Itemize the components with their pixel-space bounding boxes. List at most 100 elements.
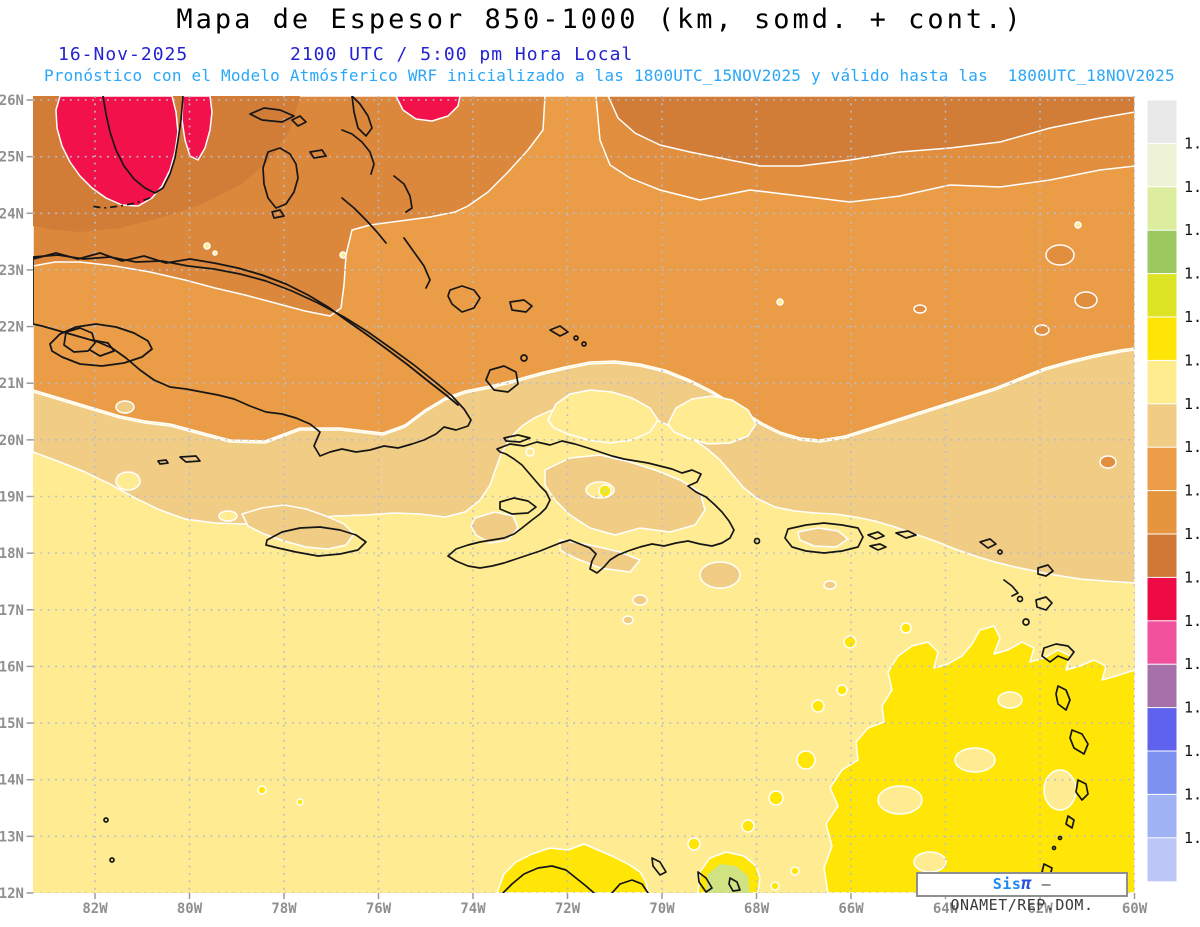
colorbar: 1.446 1.44 1.434 1.428 1.422 1.416 1.41 1.404 1.…: [1146, 99, 1200, 883]
lon-label: 66W: [838, 901, 864, 917]
valid-date: 16-Nov-2025: [58, 44, 189, 65]
fill-orange-spots-east: [913, 244, 1117, 469]
colorbar-segment: [1146, 142, 1178, 188]
colorbar-segment: [1146, 186, 1178, 232]
colorbar-label: 1.386: [1184, 568, 1200, 586]
lon-label: 68W: [744, 901, 770, 917]
fill-small-specks-north: [115, 221, 1082, 522]
fill-darkest-orange-east: [607, 96, 1135, 167]
colorbar-label: 1.416: [1184, 351, 1200, 369]
lat-label: 20N: [0, 433, 24, 449]
lon-label: 60W: [1122, 901, 1148, 917]
lat-label: 19N: [0, 489, 24, 505]
lat-label: 16N: [0, 659, 24, 675]
colorbar-label: 1.422: [1184, 308, 1200, 326]
lat-label: 12N: [0, 886, 24, 902]
lon-label: 64W: [933, 901, 959, 917]
colorbar-segment: [1146, 533, 1178, 579]
colorbar-label: 1.362: [1184, 742, 1200, 760]
colorbar-segment: [1146, 446, 1178, 492]
colorbar-label: 1.446: [1184, 134, 1200, 152]
fill-cream-tongues: [547, 389, 757, 445]
colorbar-segment: [1146, 837, 1178, 883]
coast-tortuga: [503, 434, 531, 443]
colorbar-label: 1.374: [1184, 655, 1200, 673]
valid-time: 2100 UTC / 5:00 pm Hora Local: [290, 44, 634, 65]
colorbar-label: 1.356: [1184, 785, 1200, 803]
coast-florida-keys: [89, 197, 151, 209]
lat-label: 25N: [0, 150, 24, 166]
lon-label: 72W: [555, 901, 581, 917]
colorbar-segment: [1146, 229, 1178, 275]
colorbar-label: 1.35: [1184, 829, 1200, 847]
fill-yellow-patches: [257, 622, 1135, 893]
colorbar-segment: [1146, 576, 1178, 622]
stamp-org: ONAMET/REP.DOM.: [950, 896, 1094, 914]
contour-loop-hook: [89, 339, 115, 357]
thickness-contours: [33, 252, 459, 406]
axis-labels: 26N 25N 24N 23N 22N 21N 20N 19N 18N 17N 16N 15N 14N 1…: [0, 93, 1148, 917]
lat-label: 14N: [0, 773, 24, 789]
contour-line-north-cuba: [33, 252, 459, 406]
fill-jamaica-tan: [241, 504, 355, 550]
lat-label: 26N: [0, 93, 24, 109]
lat-label: 13N: [0, 829, 24, 845]
colorbar-segment: [1146, 316, 1178, 362]
coast-vieques: [869, 543, 887, 551]
lat-label: 21N: [0, 376, 24, 392]
coast-jamaica: [265, 526, 367, 557]
coastlines: [33, 96, 1089, 893]
lat-label: 22N: [0, 320, 24, 336]
lon-label: 82W: [82, 901, 108, 917]
colorbar-segment: [1146, 750, 1178, 796]
coast-puerto-rico: [784, 522, 864, 554]
lon-label: 74W: [460, 901, 486, 917]
coast-lesser-antilles: [867, 530, 1089, 877]
fill-red-cell-atlantic: [395, 96, 461, 122]
coast-isla-juventud: [63, 327, 96, 353]
colorbar-label: 1.428: [1184, 265, 1200, 283]
coast-florida: [102, 96, 184, 194]
forecast-note: Pronóstico con el Modelo Atmósferico WRF…: [44, 66, 1175, 85]
colorbar-label: 1.434: [1184, 221, 1200, 239]
lon-label: 62W: [1027, 901, 1053, 917]
colorbar-label: 1.368: [1184, 699, 1200, 717]
colorbar-segment: [1146, 99, 1178, 145]
colorbar-label: 1.44: [1184, 178, 1200, 196]
coast-cuba: [33, 254, 472, 457]
stamp-brand: Sis: [992, 875, 1022, 893]
colorbar-segment: [1146, 663, 1178, 709]
lon-label: 80W: [177, 901, 203, 917]
page-title: Mapa de Espesor 850-1000 (km, somd. + co…: [176, 4, 1024, 35]
thickness-fill-layers: [33, 96, 1135, 893]
coast-cayman-islands: [157, 455, 201, 465]
lon-label: 76W: [366, 901, 392, 917]
fill-pr-tan: [797, 527, 849, 548]
colorbar-segment: [1146, 620, 1178, 666]
colorbar-segment: [1146, 793, 1178, 839]
colorbar-segment: [1146, 490, 1178, 536]
lon-label: 70W: [649, 901, 675, 917]
colorbar-label: 1.398: [1184, 482, 1200, 500]
lon-label: 78W: [271, 901, 297, 917]
colorbar-label: 1.392: [1184, 525, 1200, 543]
colorbar-label: 1.38: [1184, 612, 1200, 630]
colorbar-label: 1.404: [1184, 438, 1200, 456]
coast-bahamas: [249, 96, 587, 393]
colorbar-segment: [1146, 359, 1178, 405]
lat-label: 18N: [0, 546, 24, 562]
coast-gonave: [499, 497, 537, 515]
lat-label: 17N: [0, 603, 24, 619]
latlon-grid: [33, 96, 1135, 893]
coast-mona: [753, 537, 761, 545]
colorbar-segment: [1146, 403, 1178, 449]
colorbar-segment: [1146, 707, 1178, 753]
colorbar-label: 1.41: [1184, 395, 1200, 413]
credit-stamp: Sisπ – ONAMET/REP.DOM.: [916, 872, 1128, 914]
contour-loop-sw-cuba: [49, 323, 153, 367]
coast-hispaniola: [447, 440, 735, 574]
lat-label: 15N: [0, 716, 24, 732]
fill-hispaniola-tan: [470, 454, 837, 625]
